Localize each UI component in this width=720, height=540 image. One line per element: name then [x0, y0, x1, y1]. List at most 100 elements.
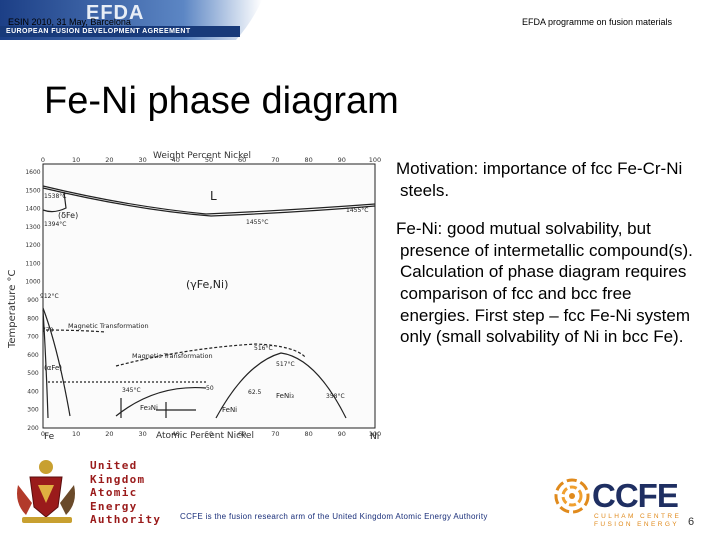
- top-axis-title: Weight Percent Nickel: [153, 151, 251, 161]
- y-tick-label: 1200: [25, 242, 40, 249]
- y-tick-label: 1500: [25, 187, 40, 194]
- top-tick-label: 60: [238, 156, 246, 164]
- y-axis-title: Temperature °C: [7, 269, 18, 349]
- label-t345: 345°C: [122, 387, 141, 394]
- magnetic-transformation-upper: [45, 329, 107, 333]
- ccfe-sub-line-1: CULHAM CENTRE: [594, 513, 682, 520]
- feni3-dome: [215, 352, 347, 419]
- bottom-tick-label: 80: [304, 430, 312, 438]
- bottom-tick-label: 100: [369, 430, 381, 438]
- ukaea-line-authority: Authority: [90, 513, 162, 526]
- slide-title: Fe-Ni phase diagram: [44, 80, 399, 122]
- bottom-tick-label: 10: [72, 430, 80, 438]
- y-tick-label: 1400: [25, 206, 40, 213]
- bullet-motivation: Motivation: importance of fcc Fe-Cr-Ni s…: [396, 159, 683, 200]
- diagram-labels: L (δFe) (γFe,Ni) (αFe) Magnetic Transfor…: [40, 189, 368, 414]
- y-tick-label: 1300: [25, 224, 40, 231]
- y-tick-label: 500: [27, 370, 39, 377]
- label-t770: 770: [42, 327, 54, 334]
- ukaea-line-united: United: [90, 459, 138, 472]
- y-tick-label: 1600: [25, 169, 40, 176]
- alpha-solvus: [42, 309, 49, 419]
- ccfe-swirl-icon: [554, 478, 590, 514]
- bottom-tick-label: 90: [338, 430, 346, 438]
- label-t516: 516°C: [254, 345, 273, 352]
- liquidus-curve: [42, 185, 376, 215]
- element-ni-label: Ni: [370, 432, 379, 440]
- label-gamma: (γFe,Ni): [186, 278, 228, 291]
- ccfe-sub-line-2: FUSION ENERGY: [594, 521, 680, 528]
- y-tick-label: 900: [27, 297, 39, 304]
- label-magnetic-2: Magnetic Transformation: [132, 352, 213, 360]
- top-tick-label: 100: [369, 156, 381, 164]
- element-fe-label: Fe: [44, 432, 55, 440]
- label-t62-5: 62.5: [248, 389, 262, 396]
- label-t1538: 1538°C: [44, 193, 66, 200]
- ccfe-subtitle: CULHAM CENTRE FUSION ENERGY: [594, 513, 681, 529]
- y-tick-label: 300: [27, 407, 39, 414]
- ukaea-line-energy: Energy: [90, 499, 138, 513]
- bottom-tick-label: 40: [172, 430, 180, 438]
- label-t912: 912°C: [40, 293, 59, 300]
- label-magnetic-1: Magnetic Transformation: [68, 322, 149, 330]
- label-alpha-fe: (αFe): [44, 364, 62, 372]
- ukaea-text: United Kingdom Atomic Energy Authority: [90, 459, 161, 527]
- efda-subtitle: EUROPEAN FUSION DEVELOPMENT AGREEMENT: [6, 28, 191, 35]
- top-tick-label: 20: [105, 156, 113, 164]
- feni-curve: [115, 386, 207, 417]
- label-fe3ni: Fe₃Ni: [140, 404, 158, 412]
- top-tick-label: 70: [271, 156, 279, 164]
- y-tick-label: 400: [27, 388, 39, 395]
- efda-logo-text: EFDA: [86, 2, 145, 24]
- top-tick-label: 0: [41, 156, 45, 164]
- label-liquid: L: [210, 189, 217, 203]
- bottom-tick-label: 60: [238, 430, 246, 438]
- label-feni3: FeNi₃: [276, 392, 294, 400]
- top-tick-label: 90: [338, 156, 346, 164]
- ccfe-logo: CCFE CULHAM CENTRE FUSION ENERGY: [552, 478, 712, 533]
- label-t1455b: 1455°C: [346, 207, 368, 214]
- bottom-tick-label: 0: [41, 430, 45, 438]
- programme-label: EFDA programme on fusion materials: [522, 17, 673, 27]
- page-number: 6: [688, 516, 695, 528]
- y-tick-label: 600: [27, 352, 39, 359]
- bottom-tick-labels: 0 10 20 30 40 50 60 70 80 90 100: [41, 430, 381, 438]
- efda-banner-graphic: [0, 0, 262, 40]
- ukaea-line-atomic: Atomic: [90, 486, 138, 499]
- y-tick-labels: 1600 1500 1400 1300 1200 1100 1000 900 800 700 600…: [25, 169, 40, 432]
- phase-boundaries: [42, 185, 376, 419]
- y-tick-label: 1000: [25, 279, 40, 286]
- label-t50: 50: [206, 385, 214, 392]
- bottom-axis-title: Atomic Percent Nickel: [156, 431, 254, 440]
- bottom-tick-label: 20: [105, 430, 113, 438]
- phase-diagram: 0 10 20 30 40 50 60 70 80 90 100 0 10 20 30 40 50 60 70 80…: [6, 148, 386, 442]
- phase-diagram-svg: 0 10 20 30 40 50 60 70 80 90 100 0 10 20 30 40 50 60 70 80…: [7, 151, 381, 442]
- ukaea-crest-icon: [17, 460, 75, 523]
- top-tick-label: 80: [304, 156, 312, 164]
- ukaea-logo: United Kingdom Atomic Energy Authority: [8, 455, 161, 533]
- magnetic-transformation-lower: [115, 343, 307, 367]
- label-t1455: 1455°C: [246, 219, 268, 226]
- bottom-tick-label: 50: [205, 430, 213, 438]
- y-tick-label: 200: [27, 425, 39, 432]
- event-label: ESIN 2010, 31 May, Barcelona: [8, 17, 131, 27]
- label-delta-fe: (δFe): [58, 211, 78, 220]
- top-tick-label: 40: [172, 156, 180, 164]
- top-tick-label: 30: [138, 156, 146, 164]
- top-tick-label: 10: [72, 156, 80, 164]
- label-feni: FeNi: [222, 406, 237, 414]
- bullet-list: Motivation: importance of fcc Fe-Cr-Ni s…: [396, 158, 696, 348]
- delta-region: [42, 191, 67, 213]
- bottom-tick-label: 70: [271, 430, 279, 438]
- solidus-curve: [42, 187, 376, 217]
- y-tick-label: 800: [27, 315, 39, 322]
- efda-banner: EFDA EUROPEAN FUSION DEVELOPMENT AGREEME…: [0, 0, 270, 40]
- top-tick-label: 50: [205, 156, 213, 164]
- footer-statement: CCFE is the fusion research arm of the U…: [180, 512, 488, 521]
- alpha-gamma-boundary: [42, 307, 71, 417]
- y-tick-label: 1100: [25, 260, 40, 267]
- bullet-fe-ni: Fe-Ni: good mutual solvability, but pres…: [396, 219, 693, 347]
- ukaea-line-kingdom: Kingdom: [90, 472, 146, 486]
- y-tick-label: 700: [27, 334, 39, 341]
- bottom-tick-label: 30: [138, 430, 146, 438]
